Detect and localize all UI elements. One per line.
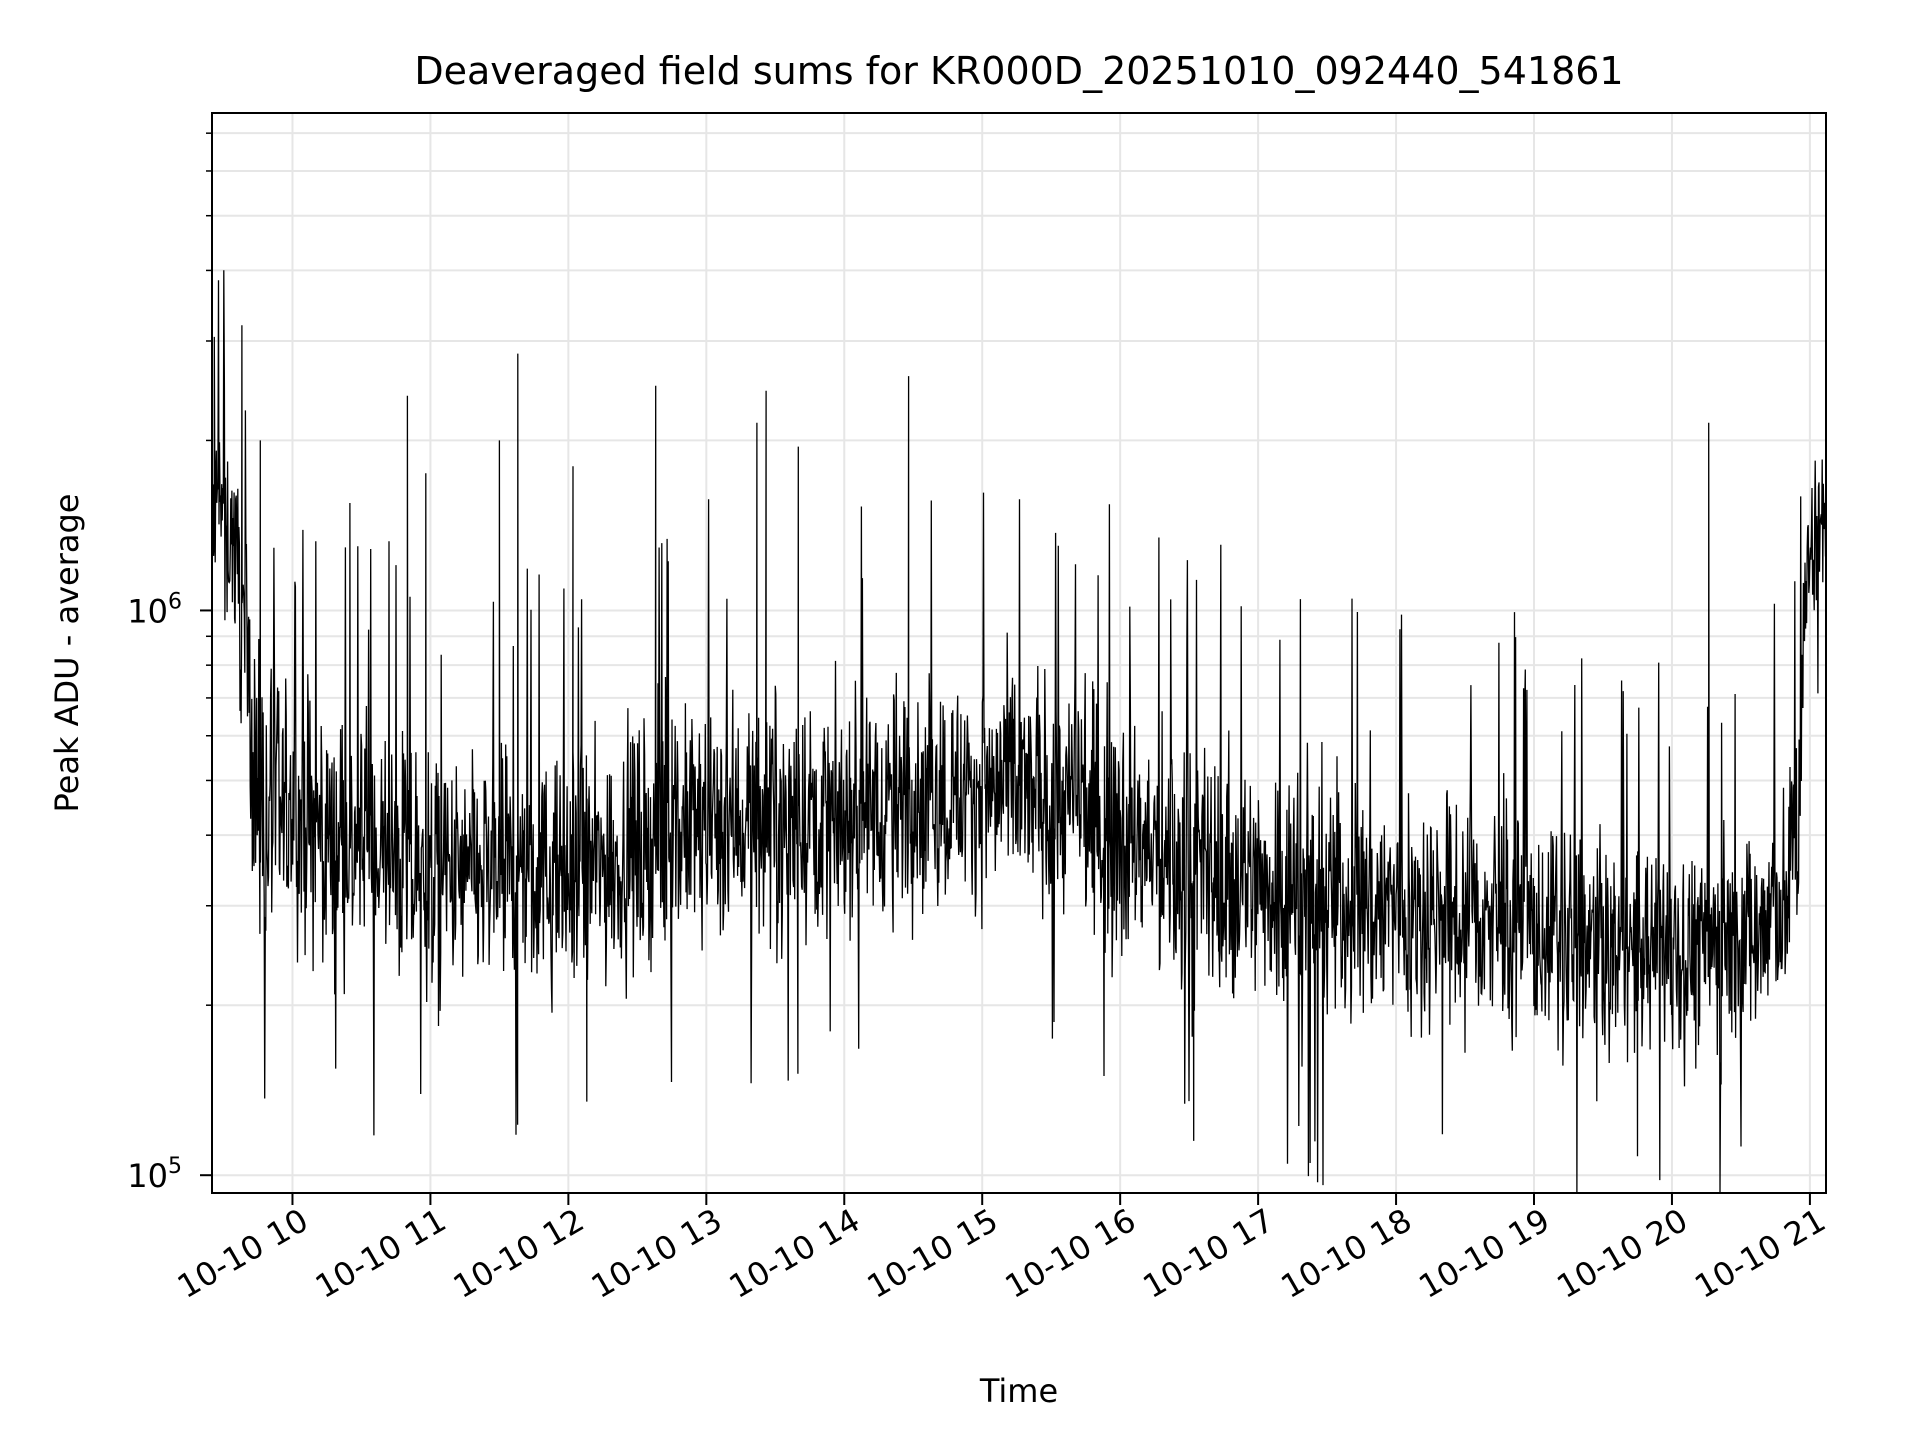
- y-tick-base: 10: [127, 1157, 168, 1195]
- y-tick-label: 106: [127, 589, 182, 630]
- y-tick-exp: 5: [168, 1154, 182, 1179]
- y-axis-label: Peak ADU - average: [48, 494, 86, 813]
- y-tick-exp: 6: [168, 589, 182, 614]
- y-tick-label: 105: [127, 1154, 182, 1195]
- plot-frame: [211, 112, 1827, 1194]
- x-axis-label: Time: [979, 1372, 1058, 1410]
- y-tick-base: 10: [127, 592, 168, 630]
- series-line: [211, 270, 1827, 1194]
- chart-title: Deaveraged field sums for KR000D_2025101…: [414, 49, 1623, 93]
- series-group: [211, 270, 1827, 1194]
